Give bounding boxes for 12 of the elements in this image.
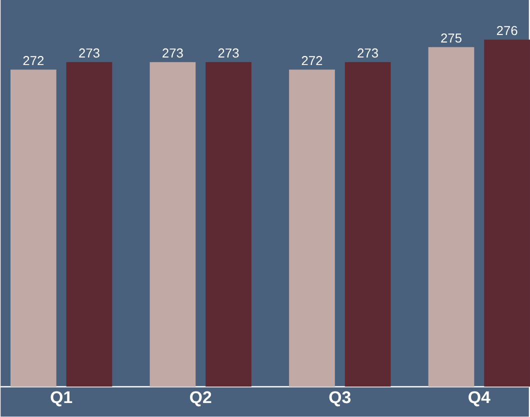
x-tick-label: Q2 [190,391,212,407]
x-tick-label: Q4 [468,391,490,407]
data-label: 273 [358,48,378,58]
data-label: 273 [79,48,100,58]
x-tick-label: Q1 [50,391,72,407]
data-label: 272 [23,56,44,66]
data-label: 273 [162,48,183,58]
data-label: 272 [302,56,322,66]
x-tick-label: Q3 [329,391,351,407]
data-label: 276 [496,26,518,36]
data-label: 273 [218,48,239,58]
data-label: 275 [441,34,462,43]
